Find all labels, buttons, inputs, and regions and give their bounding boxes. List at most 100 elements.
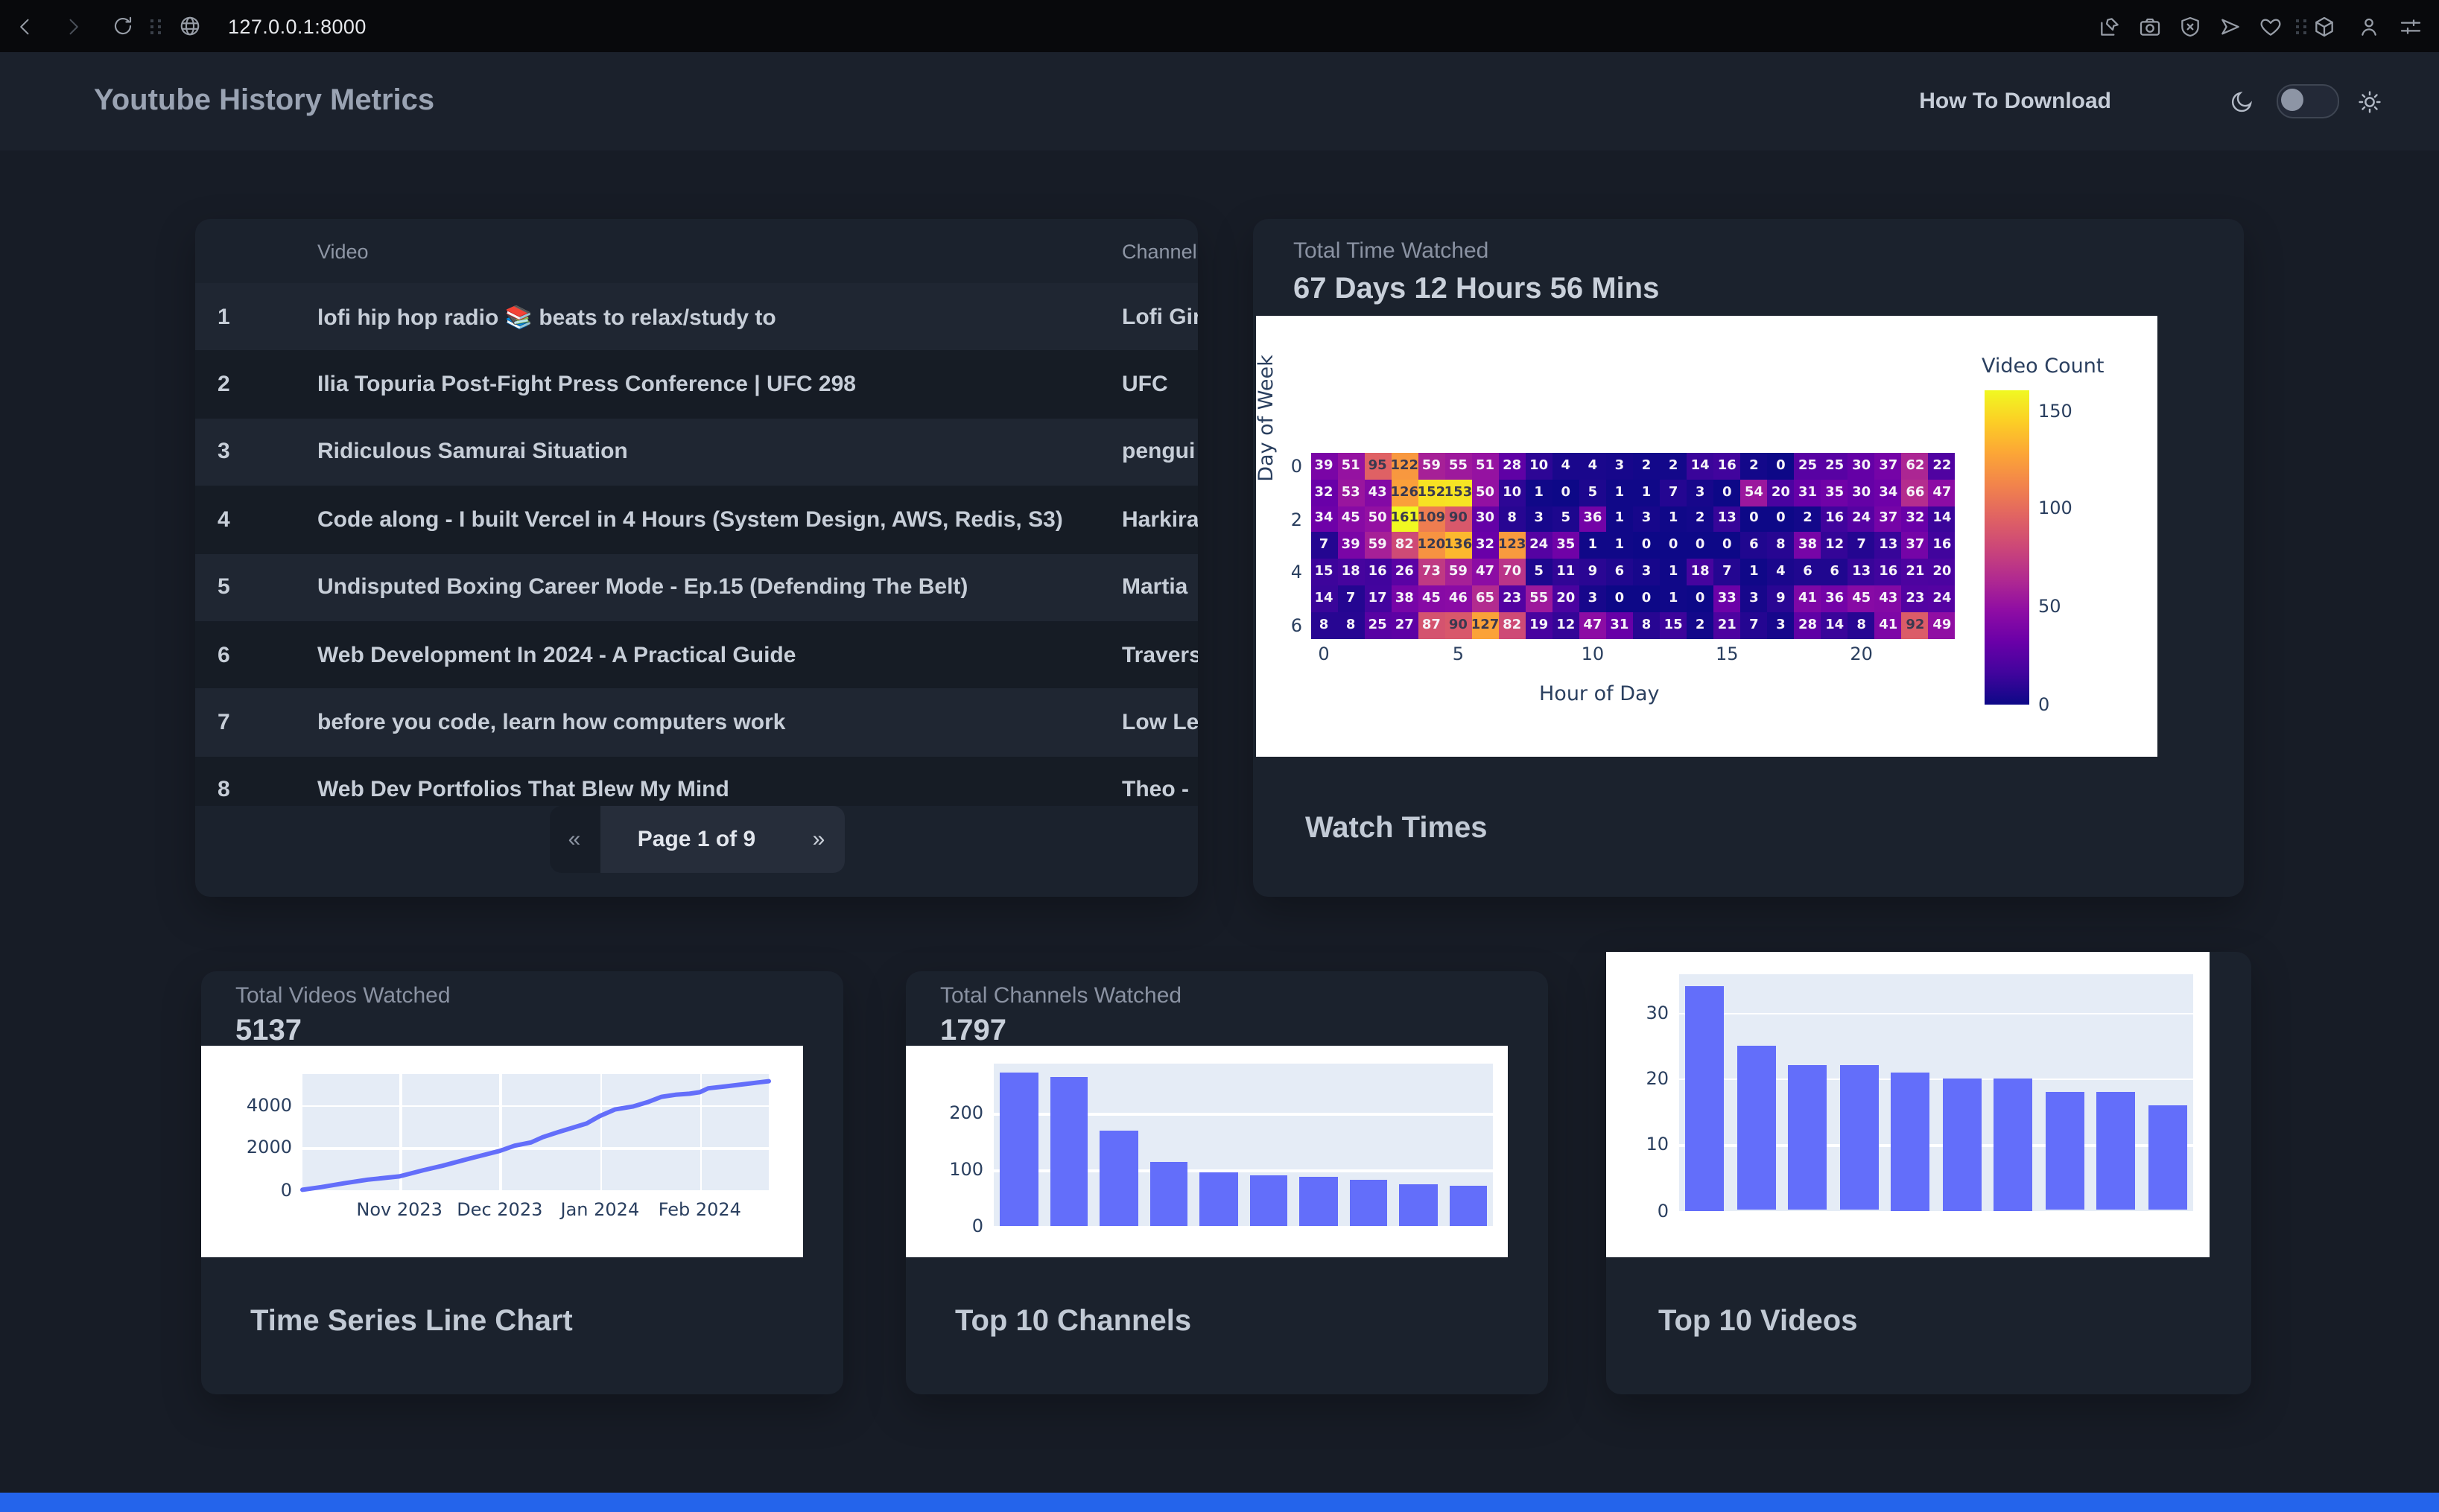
pin-icon[interactable] [2093, 10, 2126, 42]
heatmap-cell: 3 [1632, 559, 1661, 585]
heatmap-cell: 24 [1848, 506, 1875, 533]
heatmap-cell: 47 [1928, 479, 1956, 506]
heart-icon[interactable] [2254, 10, 2287, 42]
heatmap-cell: 1 [1605, 532, 1633, 559]
heatmap-cell: 3 [1687, 479, 1714, 506]
heatmap-cell: 5 [1579, 479, 1606, 506]
sliders-icon[interactable] [2394, 10, 2427, 42]
heatmap-cell: 152 [1418, 479, 1445, 506]
heatmap-cell: 32 [1901, 506, 1929, 533]
bar [1737, 1045, 1776, 1210]
heatmap-cell: 4 [1579, 453, 1606, 480]
heatmap-cell: 16 [1821, 506, 1848, 533]
send-icon[interactable] [2214, 10, 2247, 42]
camera-icon[interactable] [2134, 10, 2166, 42]
row-rank: 2 [218, 372, 230, 398]
colorbar-tick-label: 50 [2038, 595, 2061, 617]
row-channel: Low Le [1122, 710, 1198, 736]
heatmap-grid: 39 51 95 122 59 55 51 28 10 4 4 3 2 2 14 16 2 0 25 25 30 37 62… [1310, 453, 1956, 639]
table-row: 6 Web Development In 2024 - A Practical G… [195, 620, 1198, 689]
heatmap-cell: 6 [1740, 532, 1768, 559]
heatmap-cell: 0 [1632, 585, 1661, 612]
browser-chrome: 127.0.0.1:8000 [0, 0, 2439, 52]
colorbar [1985, 390, 2029, 704]
heatmap-cell: 25 [1364, 612, 1392, 639]
heatmap-cell: 153 [1444, 479, 1472, 506]
heatmap-cell: 3 [1579, 585, 1606, 612]
heatmap-cell: 27 [1391, 612, 1418, 639]
heatmap-cell: 28 [1498, 453, 1526, 480]
axis-tick-label: Feb 2024 [658, 1199, 741, 1220]
heatmap-chart[interactable]: Day of Week 39 51 95 122 59 55 51 28 10 4 4 3 2 2 14 16… [1255, 316, 2157, 757]
toggle-knob [2281, 88, 2303, 110]
axis-tick-label: 100 [949, 1159, 983, 1180]
heatmap-cell: 36 [1821, 585, 1848, 612]
dashboard: Video Channel 1 lofi hip hop radio 📚 beat… [0, 150, 2439, 1493]
heatmap-cell: 47 [1471, 559, 1499, 585]
shield-x-icon[interactable] [2174, 10, 2207, 42]
row-channel: Travers [1122, 642, 1198, 668]
row-rank: 6 [218, 642, 230, 668]
table-row: 8 Web Dev Portfolios That Blew My Mind The… [195, 756, 1198, 806]
heatmap-cell: 41 [1794, 585, 1821, 612]
next-page-button[interactable]: » [793, 806, 844, 873]
heatmap-cell: 7 [1310, 532, 1338, 559]
heatmap-cell: 5 [1525, 559, 1552, 585]
heatmap-cell: 19 [1525, 612, 1552, 639]
url-bar[interactable]: 127.0.0.1:8000 [228, 15, 367, 37]
user-icon[interactable] [2353, 10, 2385, 42]
heatmap-cell: 46 [1444, 585, 1472, 612]
line-chart-title: Time Series Line Chart [250, 1305, 573, 1338]
gridline [1679, 1012, 2193, 1015]
heatmap-cell: 2 [1740, 453, 1768, 480]
how-to-download-link[interactable]: How To Download [1919, 89, 2111, 114]
package-icon[interactable] [2308, 10, 2341, 42]
row-video-title: Code along - I built Vercel in 4 Hours (… [317, 506, 1063, 533]
forward-icon[interactable] [57, 10, 89, 42]
heatmap-cell: 13 [1848, 559, 1875, 585]
top-channels-card: Total Channels Watched 1797 0 100 200 Top … [906, 971, 1548, 1394]
heatmap-cell: 12 [1552, 612, 1579, 639]
row-video-title: lofi hip hop radio 📚 beats to relax/stud… [317, 305, 776, 331]
channels-bar-chart[interactable]: 0 100 200 [906, 1046, 1508, 1257]
app-header: Youtube History Metrics How To Download [0, 52, 2439, 150]
heatmap-cell: 12 [1821, 532, 1848, 559]
reload-icon[interactable] [106, 10, 139, 42]
axis-tick-label: 200 [949, 1102, 983, 1123]
row-video-title: Web Development In 2024 - A Practical Gu… [317, 642, 796, 668]
back-icon[interactable] [9, 10, 42, 42]
prev-page-button[interactable]: « [549, 806, 600, 873]
heatmap-cell: 0 [1687, 585, 1714, 612]
heatmap-cell: 2 [1660, 453, 1687, 480]
heatmap-cell: 18 [1337, 559, 1365, 585]
heatmap-cell: 59 [1418, 453, 1445, 480]
heatmap-cell: 0 [1713, 479, 1741, 506]
row-channel: pengui [1122, 439, 1196, 465]
row-rank: 3 [218, 439, 230, 465]
row-channel: Martia [1122, 574, 1188, 600]
bar [1942, 1079, 1982, 1210]
heatmap-cell: 22 [1928, 453, 1956, 480]
heatmap-cell: 123 [1498, 532, 1526, 559]
axis-tick-label: 10 [1581, 644, 1605, 664]
videos-bar-chart[interactable]: 0 10 20 30 [1606, 952, 2210, 1257]
axis-tick-label: 0 [1318, 644, 1330, 664]
heatmap-cell: 24 [1928, 585, 1956, 612]
theme-toggle[interactable] [2277, 84, 2339, 118]
heatmap-cell: 16 [1364, 559, 1392, 585]
heatmap-cell: 0 [1767, 506, 1795, 533]
globe-icon [173, 10, 206, 42]
heatmap-cell: 35 [1821, 479, 1848, 506]
heatmap-cell: 59 [1444, 559, 1472, 585]
line-chart[interactable]: Nov 2023 Dec 2023 Jan 2024 Feb 2024 0 2000 400… [201, 1046, 803, 1257]
gridline [499, 1074, 502, 1190]
axis-tick-label: 4 [1290, 562, 1302, 583]
row-channel: Theo - [1122, 777, 1189, 803]
heatmap-cell: 14 [1687, 453, 1714, 480]
total-videos-label: Total Videos Watched [235, 983, 451, 1008]
colorbar-tick-label: 100 [2038, 498, 2072, 519]
bar [1788, 1065, 1827, 1210]
heatmap-cell: 34 [1310, 506, 1338, 533]
watch-times-card: Total Time Watched 67 Days 12 Hours 56 M… [1253, 219, 2244, 897]
gridline [399, 1074, 402, 1190]
